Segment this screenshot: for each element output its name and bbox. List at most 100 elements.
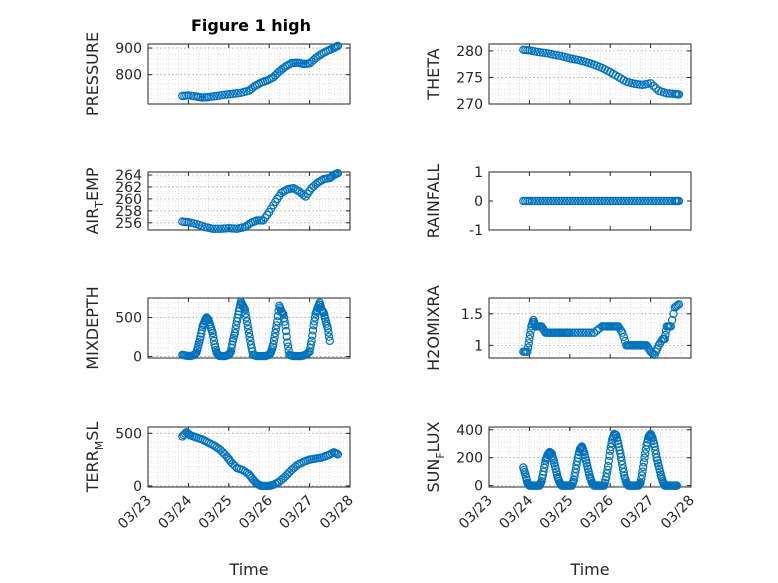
- data-point: [592, 196, 601, 206]
- data-point: [616, 196, 626, 206]
- data-point: [540, 460, 550, 469]
- data-point: [662, 89, 671, 98]
- data-point: [661, 330, 670, 340]
- data-point: [546, 196, 556, 206]
- data-point: [659, 196, 669, 206]
- data-point: [627, 196, 636, 206]
- data-point: [640, 453, 649, 462]
- data-point: [557, 196, 566, 206]
- data-point: [317, 176, 326, 185]
- data-point: [544, 196, 553, 206]
- data-point: [568, 196, 577, 206]
- y-axis-label: THETA: [424, 48, 443, 100]
- data-point: [220, 90, 229, 99]
- data-point: [618, 328, 627, 337]
- y-tick-label: -1: [469, 223, 483, 239]
- data-point: [282, 332, 291, 341]
- subplot-h2omixra: 1 1.5 H2OMIXRA: [424, 285, 692, 371]
- data-point: [204, 92, 213, 102]
- data-point: [308, 326, 318, 335]
- data-point: [630, 79, 639, 89]
- data-point: [223, 90, 232, 99]
- data-point: [525, 334, 534, 344]
- data-point: [619, 332, 628, 342]
- data-point: [568, 328, 577, 337]
- data-point: [202, 313, 211, 322]
- y-tick-label: 400: [456, 423, 483, 439]
- data-point: [565, 196, 575, 206]
- y-tick-label: 0: [474, 479, 483, 495]
- data-point: [603, 465, 612, 474]
- data-point: [639, 458, 649, 467]
- data-point: [660, 334, 669, 344]
- data-point: [211, 224, 220, 234]
- data-point: [190, 350, 199, 360]
- data-point: [281, 62, 290, 71]
- data-point: [587, 328, 596, 337]
- data-point: [576, 196, 585, 206]
- y-tick-label: 900: [115, 41, 142, 57]
- data-point: [579, 196, 588, 206]
- data-point: [638, 196, 647, 206]
- data-point: [183, 429, 192, 438]
- data-point: [242, 317, 252, 326]
- data-point: [207, 92, 216, 101]
- data-point: [289, 183, 298, 193]
- data-point: [216, 224, 225, 234]
- data-point: [243, 321, 252, 330]
- data-point: [673, 301, 682, 310]
- data-point: [554, 196, 564, 206]
- figure-title: Figure 1 high: [191, 16, 311, 35]
- data-point: [283, 338, 292, 347]
- data-point: [306, 340, 316, 349]
- data-point: [606, 196, 615, 206]
- data-point: [225, 89, 235, 99]
- data-point: [584, 196, 593, 206]
- data-point: [244, 324, 253, 334]
- data-point: [227, 340, 237, 349]
- data-point: [604, 456, 614, 466]
- subplot-pressure: 800 900 PRESSURE: [83, 32, 351, 116]
- data-point: [638, 462, 648, 472]
- y-tick-label: 200: [456, 451, 483, 467]
- data-point: [271, 324, 281, 334]
- data-point: [333, 168, 343, 178]
- y-tick-label: 264: [115, 168, 142, 184]
- data-point: [525, 196, 534, 206]
- data-point: [208, 328, 217, 338]
- data-point: [231, 89, 240, 98]
- data-point: [209, 332, 218, 342]
- y-axis-label: AIRTEMP: [83, 167, 106, 234]
- data-point: [304, 348, 313, 358]
- data-point: [244, 328, 254, 338]
- data-point: [630, 196, 639, 206]
- data-point: [324, 328, 333, 337]
- data-point: [654, 196, 663, 206]
- data-point: [228, 89, 238, 99]
- y-axis-label: PRESSURE: [83, 32, 102, 116]
- data-point: [614, 196, 623, 206]
- data-point: [535, 196, 545, 206]
- y-tick-label: 260: [115, 192, 142, 208]
- data-point: [333, 41, 343, 51]
- y-axis-label: SUNFLUX: [424, 421, 447, 492]
- data-point: [537, 322, 546, 331]
- data-point: [538, 48, 548, 57]
- y-tick-label: 1.5: [461, 307, 483, 323]
- data-point: [527, 196, 537, 206]
- data-point: [614, 322, 623, 331]
- data-point: [270, 332, 279, 342]
- data-point: [643, 343, 653, 352]
- data-point: [234, 88, 243, 98]
- data-point: [533, 47, 542, 57]
- data-point: [573, 328, 583, 337]
- data-point: [657, 196, 666, 206]
- data-point: [635, 80, 645, 89]
- data-point: [269, 336, 279, 346]
- data-point: [299, 190, 308, 200]
- data-point: [674, 196, 684, 206]
- data-point: [615, 324, 624, 333]
- data-point: [589, 196, 599, 206]
- data-point: [646, 196, 655, 206]
- y-axis-label: TERRMSL: [83, 422, 106, 494]
